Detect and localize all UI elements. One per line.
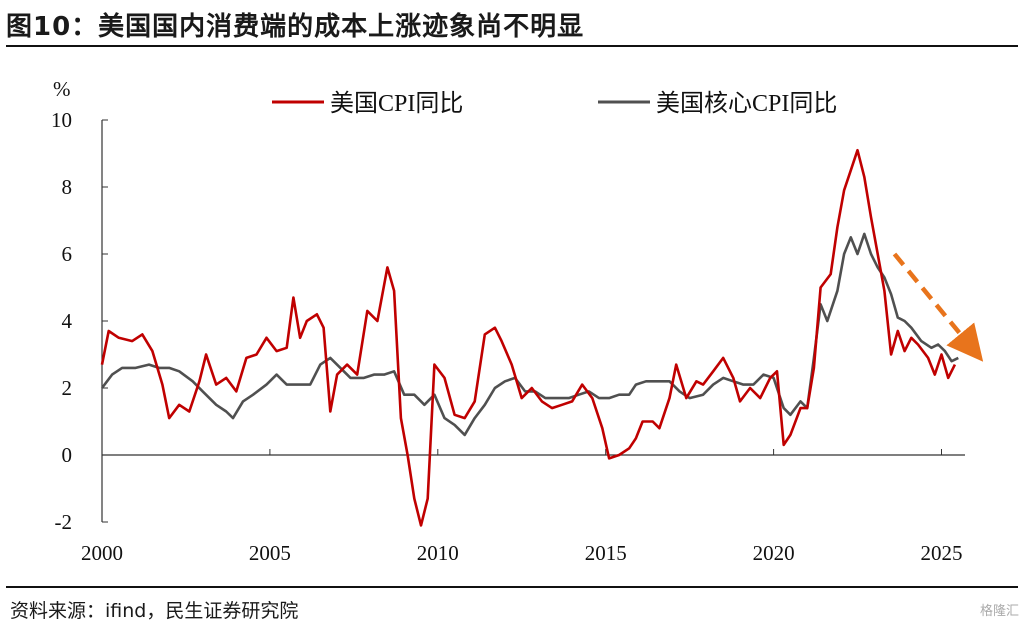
x-tick-label: 2025 xyxy=(920,541,962,565)
footer-rule xyxy=(6,586,1018,588)
chart-annotations xyxy=(892,252,984,362)
x-tick-label: 2000 xyxy=(81,541,123,565)
chart-lines xyxy=(100,148,959,527)
x-tick-label: 2020 xyxy=(753,541,795,565)
y-tick-label: 6 xyxy=(62,242,73,266)
x-tick-label: 2005 xyxy=(249,541,291,565)
trend-arrow xyxy=(892,252,984,362)
page-title: 图10：美国国内消费端的成本上涨迹象尚不明显 xyxy=(6,12,585,42)
y-tick-label: 10 xyxy=(51,108,72,132)
chart-legend: 美国CPI同比 美国核心CPI同比 xyxy=(272,90,837,117)
y-tick-label: 0 xyxy=(62,443,73,467)
x-tick-label: 2010 xyxy=(417,541,459,565)
title-rule xyxy=(6,45,1018,47)
watermark: 格隆汇 xyxy=(979,604,1019,619)
legend-label: 美国CPI同比 xyxy=(330,90,463,117)
source-note: 资料来源：ifind，民生证券研究院 xyxy=(10,600,299,622)
y-tick-label: 2 xyxy=(62,376,73,400)
y-axis-unit: % xyxy=(53,77,71,101)
chart-axes xyxy=(101,120,965,522)
y-tick-label: 8 xyxy=(62,175,73,199)
legend-label: 美国核心CPI同比 xyxy=(656,90,837,117)
y-tick-label: -2 xyxy=(55,510,73,534)
y-tick-label: 4 xyxy=(62,309,73,333)
series-line-core-cpi xyxy=(100,232,959,437)
chart-ticks: -2 0 2 4 6 8 10% 2000 2005 2010 2015 2020 2025 xyxy=(51,77,962,565)
series-line-cpi xyxy=(100,148,957,527)
x-tick-label: 2015 xyxy=(585,541,627,565)
